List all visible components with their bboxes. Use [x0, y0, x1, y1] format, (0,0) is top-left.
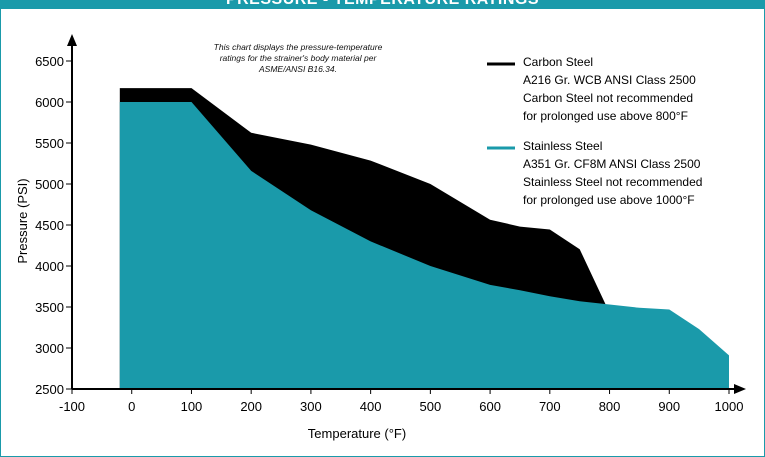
legend-carbon-line-2: A216 Gr. WCB ANSI Class 2500: [523, 73, 696, 87]
legend-stainless-line-4: for prolonged use above 1000°F: [523, 193, 695, 207]
x-tick-label: -100: [59, 399, 85, 414]
y-tick-label: 3000: [35, 341, 64, 356]
x-tick-label: 800: [599, 399, 621, 414]
note-line-2: ratings for the strainer's body material…: [220, 53, 378, 63]
area-layer: [119, 88, 730, 389]
legend-stainless-line-2: A351 Gr. CF8M ANSI Class 2500: [523, 157, 701, 171]
y-tick-label: 2500: [35, 382, 64, 397]
legend-stainless-line-3: Stainless Steel not recommended: [523, 175, 702, 189]
x-tick-label: 300: [300, 399, 322, 414]
x-tick-label: 100: [181, 399, 203, 414]
legend-carbon-line-4: for prolonged use above 800°F: [523, 109, 688, 123]
y-tick-label: 5500: [35, 136, 64, 151]
x-tick-label: 700: [539, 399, 561, 414]
x-tick-label: 900: [658, 399, 680, 414]
y-axis-label: Pressure (PSI): [15, 178, 30, 263]
area-stainless-steel: [119, 102, 730, 389]
x-axis-label: Temperature (°F): [308, 426, 406, 441]
legend: Carbon Steel A216 Gr. WCB ANSI Class 250…: [487, 55, 702, 207]
x-tick-label: 200: [240, 399, 262, 414]
x-tick-label: 400: [360, 399, 382, 414]
y-tick-label: 6500: [35, 54, 64, 69]
x-axis-arrow-icon: [734, 384, 746, 394]
y-tick-label: 4500: [35, 218, 64, 233]
tick-layer: -100 0 100 200 300 400 500 600 700 800 900 1000 2500…: [35, 54, 743, 414]
legend-stainless-line-1: Stainless Steel: [523, 139, 602, 153]
y-axis-arrow-icon: [67, 34, 77, 46]
legend-carbon-line-3: Carbon Steel not recommended: [523, 91, 693, 105]
x-tick-label: 0: [128, 399, 135, 414]
title-bar: PRESSURE - TEMPERATURE RATINGS: [0, 0, 765, 9]
x-tick-label: 1000: [715, 399, 744, 414]
x-tick-label: 500: [420, 399, 442, 414]
legend-carbon-line-1: Carbon Steel: [523, 55, 593, 69]
x-tick-label: 600: [479, 399, 501, 414]
chart-title: PRESSURE - TEMPERATURE RATINGS: [0, 0, 765, 9]
y-tick-label: 3500: [35, 300, 64, 315]
y-tick-label: 6000: [35, 95, 64, 110]
note-line-3: ASME/ANSI B16.34.: [258, 64, 337, 74]
y-tick-label: 4000: [35, 259, 64, 274]
note-line-1: This chart displays the pressure-tempera…: [214, 42, 383, 52]
y-tick-label: 5000: [35, 177, 64, 192]
chart-note: This chart displays the pressure-tempera…: [214, 42, 383, 74]
